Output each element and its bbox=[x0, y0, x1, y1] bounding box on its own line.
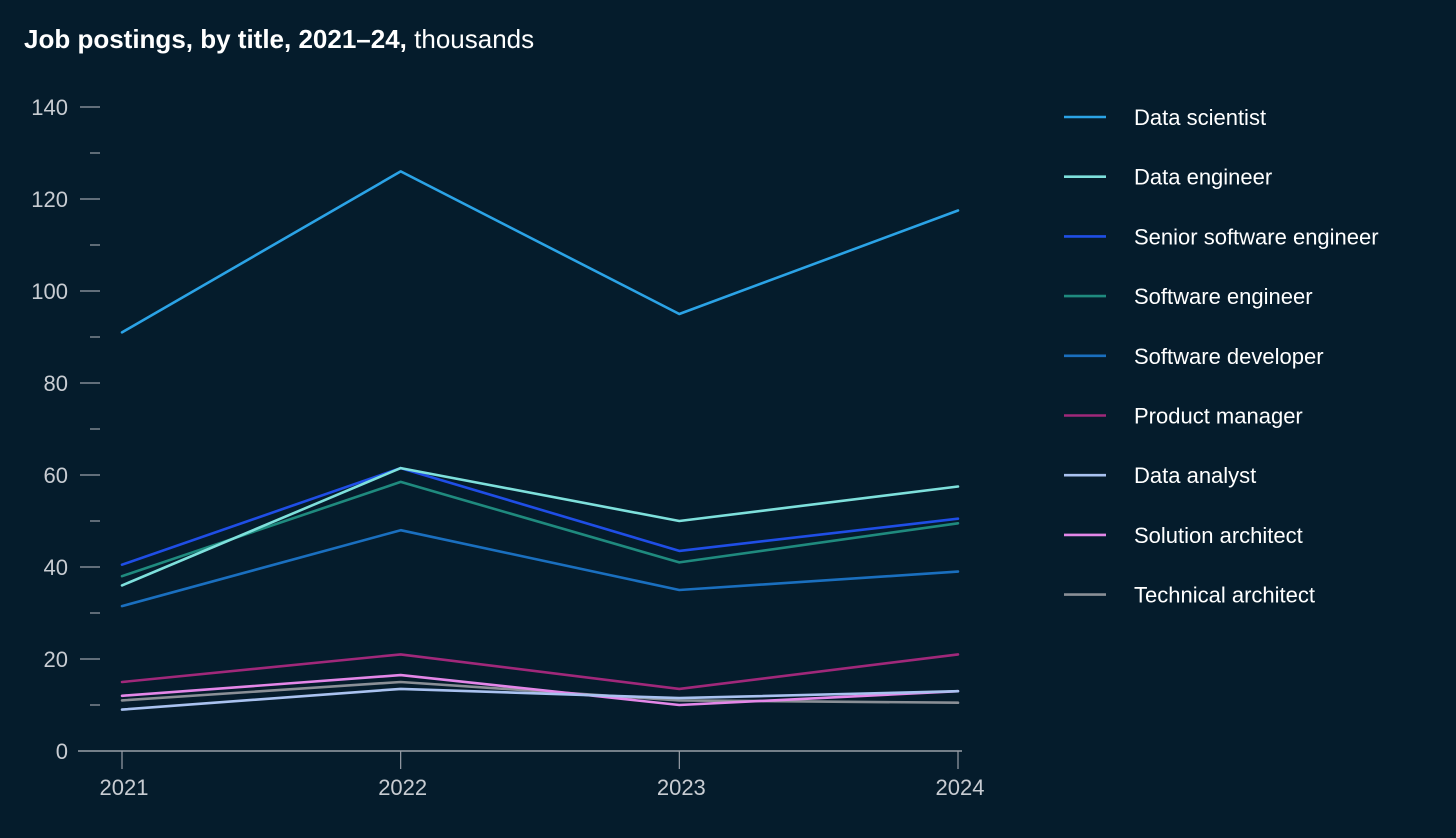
y-tick-label: 0 bbox=[56, 739, 68, 764]
legend-label: Data engineer bbox=[1134, 165, 1272, 190]
legend-item: Data analyst bbox=[1064, 463, 1256, 488]
legend-label: Data scientist bbox=[1134, 105, 1266, 130]
series-line-software-engineer bbox=[120, 480, 960, 578]
legend-label: Product manager bbox=[1134, 404, 1303, 429]
y-tick-label: 80 bbox=[44, 371, 68, 396]
legend-label: Solution architect bbox=[1134, 523, 1303, 548]
series-line-data-scientist bbox=[120, 170, 960, 334]
x-tick-label: 2021 bbox=[100, 775, 149, 800]
legend-item: Software developer bbox=[1064, 344, 1324, 369]
legend-label: Software engineer bbox=[1134, 284, 1313, 309]
series-lines bbox=[120, 170, 960, 711]
legend-label: Data analyst bbox=[1134, 463, 1256, 488]
x-tick-label: 2024 bbox=[936, 775, 985, 800]
y-tick-label: 120 bbox=[31, 187, 68, 212]
legend: Data scientist Data engineer Senior softwa… bbox=[1064, 105, 1379, 608]
chart-title-bold: Job postings, by title, 2021–24, bbox=[24, 24, 407, 54]
series-line-data-analyst bbox=[120, 687, 960, 711]
legend-label: Software developer bbox=[1134, 344, 1324, 369]
y-tick-label: 60 bbox=[44, 463, 68, 488]
y-tick-label: 140 bbox=[31, 95, 68, 120]
legend-label: Technical architect bbox=[1134, 583, 1315, 608]
legend-label: Senior software engineer bbox=[1134, 224, 1379, 249]
legend-item: Data scientist bbox=[1064, 105, 1266, 130]
legend-item: Technical architect bbox=[1064, 583, 1315, 608]
x-tick-label: 2023 bbox=[657, 775, 706, 800]
chart-title: Job postings, by title, 2021–24, thousan… bbox=[24, 22, 534, 56]
x-tick-label: 2022 bbox=[378, 775, 427, 800]
y-tick-label: 20 bbox=[44, 647, 68, 672]
y-tick-label: 100 bbox=[31, 279, 68, 304]
legend-item: Software engineer bbox=[1064, 284, 1313, 309]
axes: 0 20 40 60 80 100 120 140 2021 2022 2023 2024 bbox=[31, 95, 984, 800]
chart-title-unit: thousands bbox=[414, 24, 535, 54]
legend-item: Solution architect bbox=[1064, 523, 1303, 548]
legend-item: Data engineer bbox=[1064, 165, 1272, 190]
series-line-data-engineer bbox=[120, 466, 960, 587]
y-tick-label: 40 bbox=[44, 555, 68, 580]
series-line-senior-software-engineer bbox=[120, 466, 960, 567]
legend-item: Senior software engineer bbox=[1064, 224, 1379, 249]
series-line-software-developer bbox=[120, 528, 960, 608]
series-line-product-manager bbox=[120, 653, 960, 691]
legend-item: Product manager bbox=[1064, 404, 1303, 429]
series-line-solution-architect bbox=[120, 673, 960, 707]
